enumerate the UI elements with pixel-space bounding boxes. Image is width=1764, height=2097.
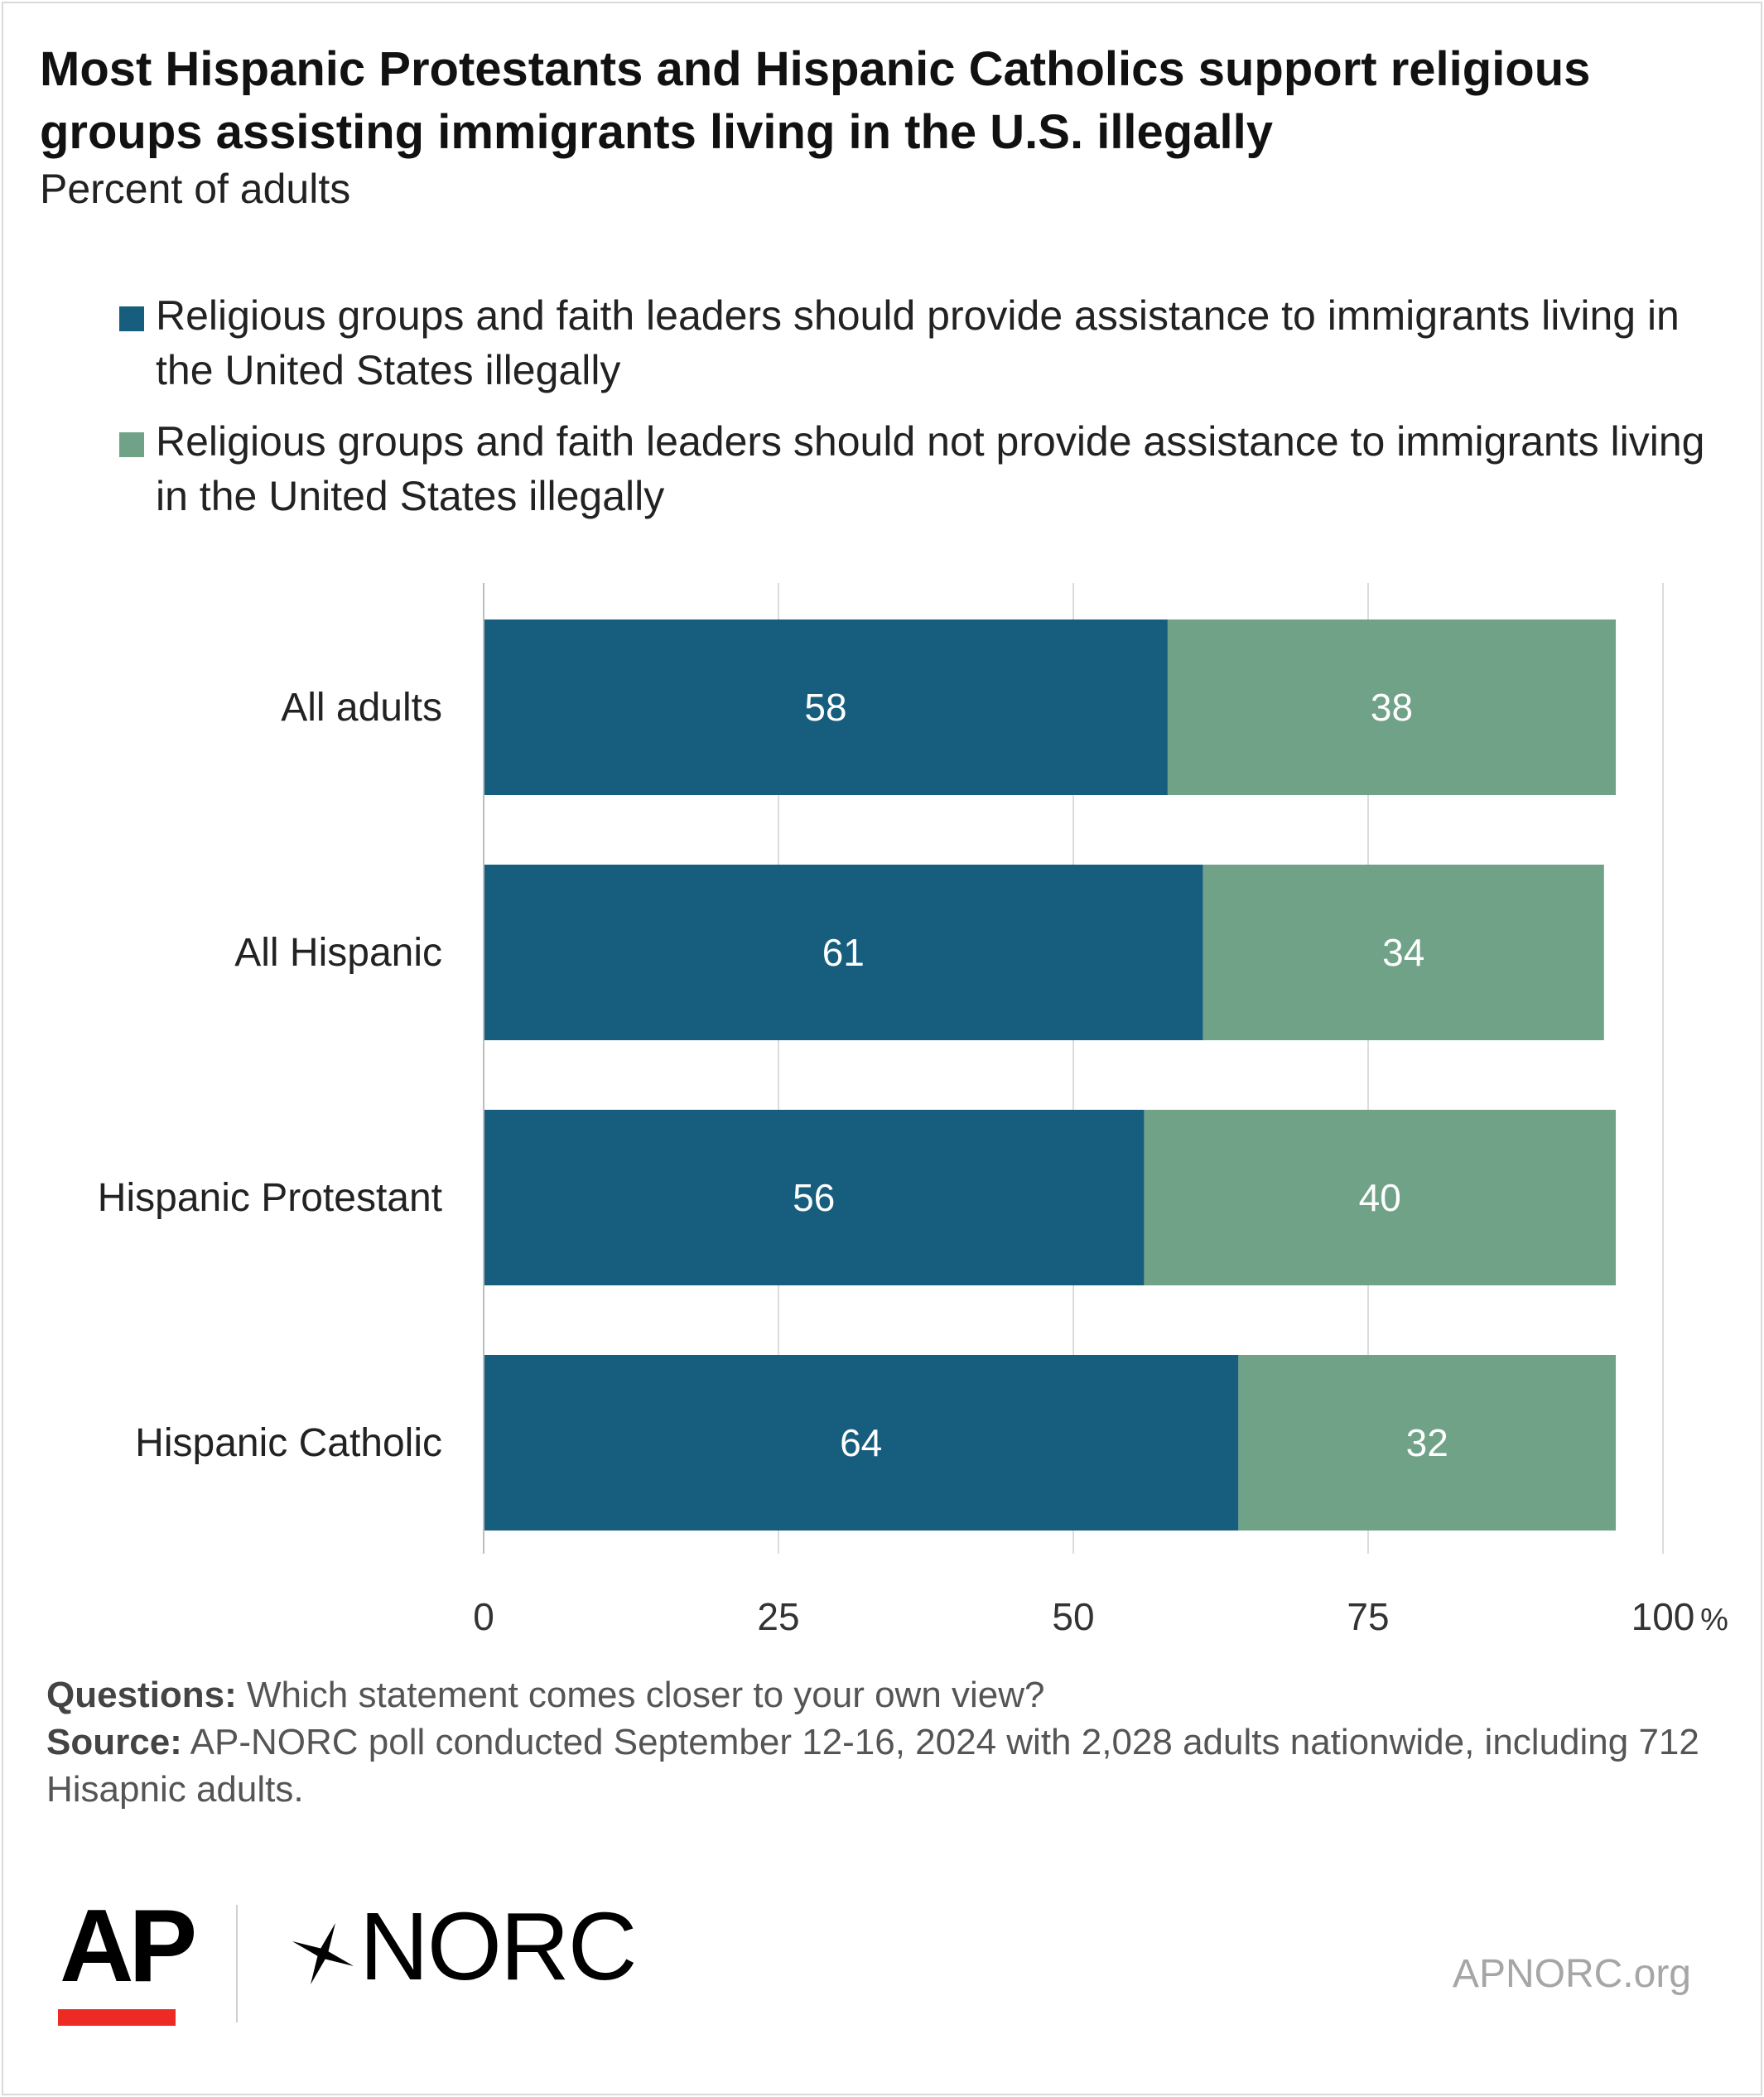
bar-not-provide bbox=[1144, 1110, 1617, 1285]
stacked-bar-chart: 0 25 50 75 100 % All adults 58 38 All Hispanic 61 3… bbox=[98, 583, 1728, 1638]
x-tick-label-100: 100 bbox=[1631, 1595, 1695, 1638]
ap-logo-bar bbox=[58, 2009, 176, 2026]
data-label-provide: 61 bbox=[822, 931, 865, 974]
x-tick-label-50: 50 bbox=[1052, 1595, 1094, 1638]
questions-note: Questions: Which statement comes closer … bbox=[46, 1671, 1703, 1719]
logo-divider bbox=[236, 1905, 238, 2022]
bar-not-provide bbox=[1203, 865, 1604, 1040]
data-label-provide: 56 bbox=[793, 1176, 835, 1219]
data-label-provide: 64 bbox=[840, 1421, 882, 1464]
norc-star-icon bbox=[292, 1923, 354, 1985]
category-label: All adults bbox=[281, 686, 442, 730]
source-note: Source: AP-NORC poll conducted September… bbox=[46, 1719, 1703, 1813]
data-label-not-provide: 32 bbox=[1406, 1421, 1448, 1464]
source-label: Source: bbox=[46, 1722, 182, 1762]
data-label-provide: 58 bbox=[804, 686, 846, 729]
ap-logo: AP bbox=[60, 1889, 197, 2003]
legend: Religious groups and faith leaders shoul… bbox=[119, 288, 1709, 540]
x-axis-unit: % bbox=[1700, 1603, 1728, 1637]
bar-not-provide bbox=[1167, 619, 1617, 795]
questions-text: Which statement comes closer to your own… bbox=[247, 1675, 1045, 1715]
bar-provide bbox=[484, 1355, 1239, 1531]
norc-logo: NORC bbox=[288, 1892, 638, 2000]
category-label: Hispanic Catholic bbox=[135, 1421, 442, 1465]
bar-not-provide bbox=[1238, 1355, 1617, 1531]
legend-label-not-provide: Religious groups and faith leaders shoul… bbox=[156, 418, 1705, 519]
legend-item-not-provide: Religious groups and faith leaders shoul… bbox=[119, 414, 1709, 523]
bar-provide bbox=[484, 865, 1203, 1040]
chart-title: Most Hispanic Protestants and Hispanic C… bbox=[40, 42, 1591, 159]
questions-label: Questions: bbox=[46, 1675, 237, 1715]
data-label-not-provide: 40 bbox=[1359, 1176, 1401, 1219]
legend-swatch-not-provide bbox=[119, 432, 144, 457]
bar-provide bbox=[484, 619, 1168, 795]
legend-item-provide: Religious groups and faith leaders shoul… bbox=[119, 288, 1709, 398]
category-label: All Hispanic bbox=[234, 931, 442, 975]
source-text: AP-NORC poll conducted September 12-16, … bbox=[46, 1722, 1699, 1810]
site-url: APNORC.org bbox=[1452, 1952, 1691, 1996]
data-label-not-provide: 38 bbox=[1371, 686, 1413, 729]
footer-notes: Questions: Which statement comes closer … bbox=[46, 1671, 1703, 1813]
x-tick-label-0: 0 bbox=[473, 1595, 494, 1638]
x-tick-label-25: 25 bbox=[757, 1595, 799, 1638]
data-label-not-provide: 34 bbox=[1382, 931, 1424, 974]
chart-subtitle: Percent of adults bbox=[40, 166, 351, 212]
category-label: Hispanic Protestant bbox=[98, 1176, 442, 1220]
x-tick-label-75: 75 bbox=[1347, 1595, 1389, 1638]
bar-provide bbox=[484, 1110, 1145, 1285]
norc-logo-text: NORC bbox=[359, 1892, 638, 2000]
legend-label-provide: Religious groups and faith leaders shoul… bbox=[156, 292, 1680, 393]
legend-swatch-provide bbox=[119, 306, 144, 331]
